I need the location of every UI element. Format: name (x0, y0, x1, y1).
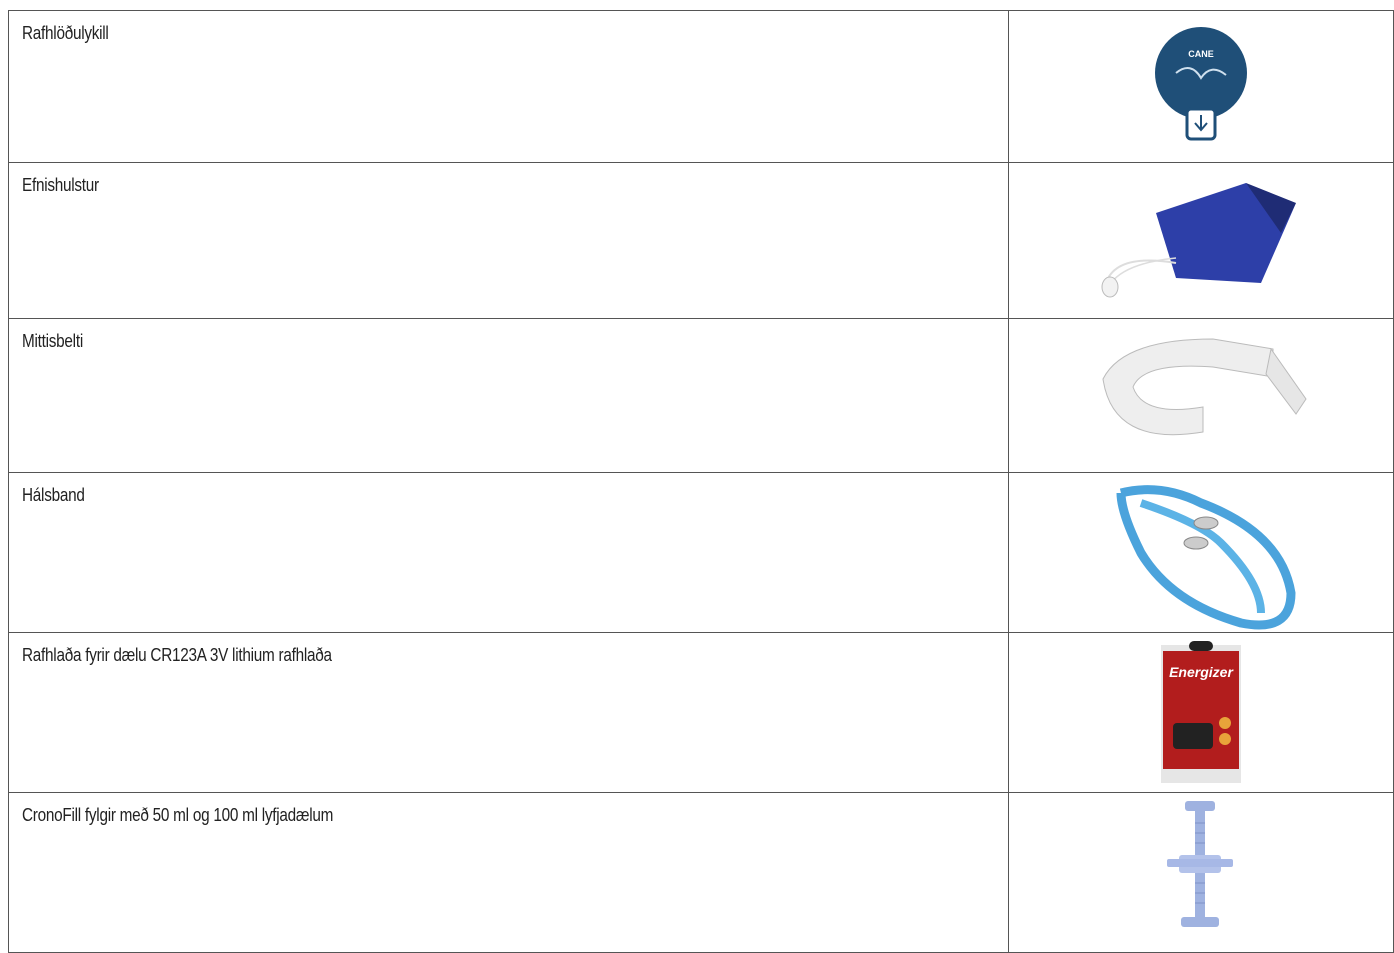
svg-text:Energizer: Energizer (1169, 664, 1234, 680)
cell (1008, 792, 1394, 953)
accessory-table-wrap: Rafhlöðulykill CANE Efnishulstur Mittisb… (8, 10, 1394, 953)
cell (1008, 318, 1394, 473)
cell: Mittisbelti (8, 318, 1009, 473)
cell (1008, 162, 1394, 319)
cell: CANE (1008, 10, 1394, 163)
item-name: Efnishulstur (22, 175, 99, 195)
table-row: Hálsband (8, 472, 1394, 633)
item-name: Rafhlaða fyrir dælu CR123A 3V lithium ra… (22, 645, 332, 665)
battery-pack-image: Energizer (1161, 641, 1241, 783)
accessory-table: Rafhlöðulykill CANE Efnishulstur Mittisb… (8, 10, 1394, 953)
cell: Rafhlaða fyrir dælu CR123A 3V lithium ra… (8, 632, 1009, 793)
item-name: Hálsband (22, 485, 85, 505)
waist-belt-image (1102, 338, 1307, 436)
lanyard-image (1116, 485, 1296, 630)
cell: CronoFill fylgir með 50 ml og 100 ml lyf… (8, 792, 1009, 953)
battery-key-image: CANE (1155, 27, 1247, 141)
cell: Rafhlöðulykill (8, 10, 1009, 163)
cell: Energizer (1008, 632, 1394, 793)
table-row: CronoFill fylgir með 50 ml og 100 ml lyf… (8, 792, 1394, 953)
item-name: CronoFill fylgir með 50 ml og 100 ml lyf… (22, 805, 334, 825)
table-row: Mittisbelti (8, 318, 1394, 473)
table-row: Rafhlaða fyrir dælu CR123A 3V lithium ra… (8, 632, 1394, 793)
table-row: Efnishulstur (8, 162, 1394, 319)
cronofill-image (1167, 801, 1233, 927)
cell (1008, 472, 1394, 633)
table-row: Rafhlöðulykill CANE (8, 10, 1394, 163)
cell: Hálsband (8, 472, 1009, 633)
item-name: Rafhlöðulykill (22, 23, 109, 43)
svg-text:CANE: CANE (1188, 49, 1214, 59)
fabric-pouch-image (1101, 183, 1296, 298)
cell: Efnishulstur (8, 162, 1009, 319)
item-name: Mittisbelti (22, 331, 83, 351)
